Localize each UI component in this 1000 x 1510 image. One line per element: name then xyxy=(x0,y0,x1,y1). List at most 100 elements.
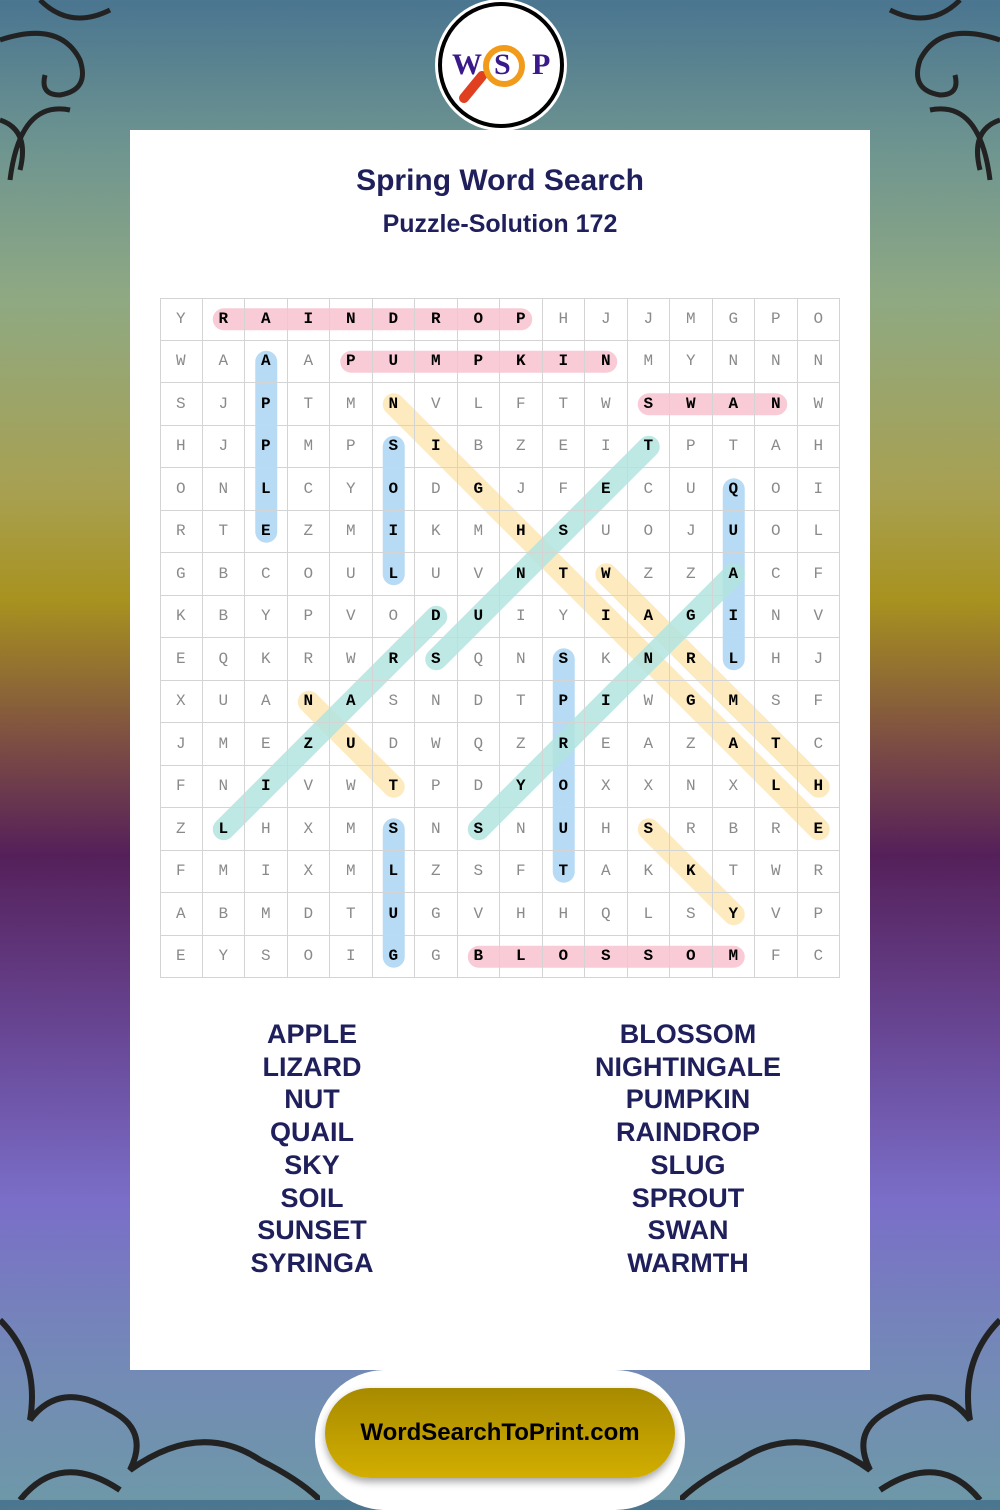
grid-cell[interactable]: K xyxy=(627,850,670,893)
grid-cell[interactable]: W xyxy=(415,723,458,766)
grid-cell[interactable]: C xyxy=(797,723,840,766)
grid-cell[interactable]: V xyxy=(457,893,500,936)
grid-cell[interactable]: R xyxy=(160,510,203,553)
grid-cell[interactable]: N xyxy=(797,340,840,383)
grid-cell[interactable]: R xyxy=(415,298,458,341)
grid-cell[interactable]: S xyxy=(755,680,798,723)
grid-cell[interactable]: N xyxy=(500,553,543,596)
grid-cell[interactable]: S xyxy=(415,638,458,681)
grid-cell[interactable]: E xyxy=(160,638,203,681)
grid-cell[interactable]: F xyxy=(500,383,543,426)
grid-cell[interactable]: P xyxy=(330,340,373,383)
grid-cell[interactable]: W xyxy=(330,765,373,808)
grid-cell[interactable]: N xyxy=(755,340,798,383)
grid-cell[interactable]: D xyxy=(415,468,458,511)
grid-cell[interactable]: F xyxy=(160,850,203,893)
grid-cell[interactable]: A xyxy=(712,723,755,766)
grid-cell[interactable]: O xyxy=(755,510,798,553)
grid-cell[interactable]: W xyxy=(585,383,628,426)
grid-cell[interactable]: T xyxy=(755,723,798,766)
grid-cell[interactable]: N xyxy=(585,340,628,383)
grid-cell[interactable]: V xyxy=(457,553,500,596)
grid-cell[interactable]: B xyxy=(457,425,500,468)
grid-cell[interactable]: M xyxy=(330,850,373,893)
grid-cell[interactable]: N xyxy=(755,595,798,638)
grid-cell[interactable]: D xyxy=(372,723,415,766)
grid-cell[interactable]: Z xyxy=(670,553,713,596)
grid-cell[interactable]: M xyxy=(330,383,373,426)
grid-cell[interactable]: H xyxy=(160,425,203,468)
grid-cell[interactable]: W xyxy=(797,383,840,426)
grid-cell[interactable]: R xyxy=(670,808,713,851)
grid-cell[interactable]: M xyxy=(202,850,245,893)
grid-cell[interactable]: T xyxy=(500,680,543,723)
grid-cell[interactable]: I xyxy=(245,850,288,893)
grid-cell[interactable]: W xyxy=(330,638,373,681)
grid-cell[interactable]: H xyxy=(542,893,585,936)
grid-cell[interactable]: U xyxy=(712,510,755,553)
grid-cell[interactable]: I xyxy=(542,340,585,383)
grid-cell[interactable]: Y xyxy=(670,340,713,383)
grid-cell[interactable]: L xyxy=(755,765,798,808)
grid-cell[interactable]: Q xyxy=(202,638,245,681)
grid-cell[interactable]: C xyxy=(245,553,288,596)
grid-cell[interactable]: T xyxy=(627,425,670,468)
grid-cell[interactable]: P xyxy=(415,765,458,808)
grid-cell[interactable]: D xyxy=(287,893,330,936)
grid-cell[interactable]: M xyxy=(245,893,288,936)
grid-cell[interactable]: A xyxy=(755,425,798,468)
grid-cell[interactable]: A xyxy=(245,340,288,383)
grid-cell[interactable]: C xyxy=(287,468,330,511)
grid-cell[interactable]: I xyxy=(585,425,628,468)
grid-cell[interactable]: W xyxy=(627,680,670,723)
grid-cell[interactable]: O xyxy=(372,595,415,638)
grid-cell[interactable]: O xyxy=(287,553,330,596)
grid-cell[interactable]: Z xyxy=(627,553,670,596)
grid-cell[interactable]: G xyxy=(670,595,713,638)
grid-cell[interactable]: M xyxy=(712,935,755,978)
grid-cell[interactable]: S xyxy=(542,638,585,681)
grid-cell[interactable]: Y xyxy=(712,893,755,936)
grid-cell[interactable]: T xyxy=(202,510,245,553)
grid-cell[interactable]: C xyxy=(627,468,670,511)
grid-cell[interactable]: O xyxy=(542,935,585,978)
grid-cell[interactable]: A xyxy=(245,298,288,341)
grid-cell[interactable]: O xyxy=(542,765,585,808)
grid-cell[interactable]: I xyxy=(287,298,330,341)
grid-cell[interactable]: X xyxy=(160,680,203,723)
grid-cell[interactable]: I xyxy=(330,935,373,978)
grid-cell[interactable]: O xyxy=(670,935,713,978)
grid-cell[interactable]: H xyxy=(245,808,288,851)
grid-cell[interactable]: N xyxy=(500,638,543,681)
grid-cell[interactable]: S xyxy=(627,383,670,426)
grid-cell[interactable]: L xyxy=(372,850,415,893)
grid-cell[interactable]: J xyxy=(670,510,713,553)
grid-cell[interactable]: G xyxy=(372,935,415,978)
grid-cell[interactable]: E xyxy=(797,808,840,851)
grid-cell[interactable]: V xyxy=(330,595,373,638)
grid-cell[interactable]: P xyxy=(670,425,713,468)
grid-cell[interactable]: R xyxy=(670,638,713,681)
grid-cell[interactable]: D xyxy=(372,298,415,341)
grid-cell[interactable]: Q xyxy=(457,638,500,681)
grid-cell[interactable]: S xyxy=(670,893,713,936)
grid-cell[interactable]: R xyxy=(202,298,245,341)
grid-cell[interactable]: G xyxy=(457,468,500,511)
grid-cell[interactable]: P xyxy=(457,340,500,383)
grid-cell[interactable]: J xyxy=(585,298,628,341)
grid-cell[interactable]: I xyxy=(797,468,840,511)
grid-cell[interactable]: X xyxy=(287,808,330,851)
grid-cell[interactable]: D xyxy=(457,765,500,808)
grid-cell[interactable]: B xyxy=(202,553,245,596)
grid-cell[interactable]: S xyxy=(585,935,628,978)
grid-cell[interactable]: N xyxy=(755,383,798,426)
grid-cell[interactable]: E xyxy=(245,723,288,766)
grid-cell[interactable]: M xyxy=(330,510,373,553)
grid-cell[interactable]: D xyxy=(457,680,500,723)
grid-cell[interactable]: P xyxy=(287,595,330,638)
grid-cell[interactable]: N xyxy=(330,298,373,341)
grid-cell[interactable]: L xyxy=(627,893,670,936)
grid-cell[interactable]: I xyxy=(585,595,628,638)
grid-cell[interactable]: U xyxy=(415,553,458,596)
grid-cell[interactable]: O xyxy=(287,935,330,978)
